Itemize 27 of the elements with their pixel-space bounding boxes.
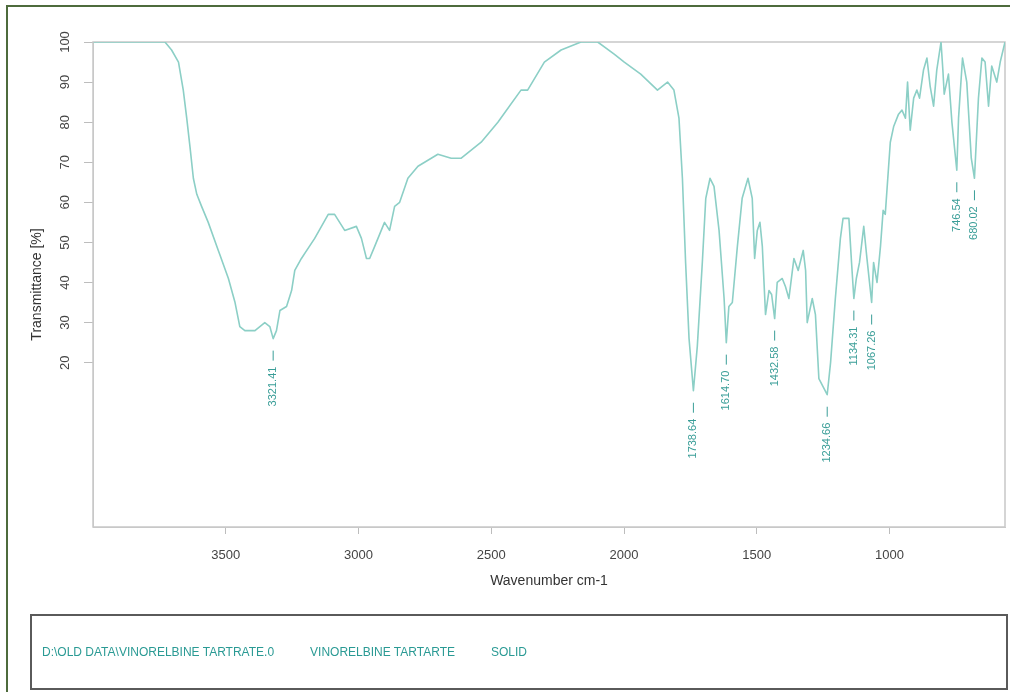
y-tick-label: 100	[56, 31, 72, 53]
x-tick-label: 2000	[609, 547, 639, 563]
y-tick-label: 90	[56, 74, 72, 90]
y-tick-label: 30	[56, 315, 72, 330]
annotation: 680.02	[967, 206, 980, 240]
annotation: 1738.64	[686, 418, 699, 459]
y-tick-label: 70	[56, 155, 72, 170]
x-axis-title: Wavenumber cm-1	[490, 572, 609, 589]
y-tick-label: 60	[56, 195, 72, 210]
annotation: 1432.58	[767, 346, 780, 387]
annotation: 3321.41	[266, 366, 279, 407]
annotation: 1614.70	[719, 370, 732, 411]
y-tick-label: 20	[56, 355, 72, 370]
y-tick-label: 40	[56, 275, 72, 290]
y-tick-label: 80	[56, 114, 72, 130]
annotation: 1067.26	[864, 330, 877, 371]
annotation: 1134.31	[846, 326, 859, 366]
info-box: D:\OLD DATA\VINORELBINE TARTRATE.0 VINORELBINE TARTARTE SOLID	[30, 614, 1008, 690]
x-tick-label: 1000	[875, 547, 904, 563]
annotation: 746.54	[949, 198, 962, 232]
x-tick-label: 3000	[344, 547, 373, 563]
y-axis-title: Transmittance [%]	[28, 228, 45, 341]
x-tick-label: 1500	[742, 547, 772, 563]
x-tick-label: 3500	[211, 547, 241, 563]
annotation: 1234.66	[820, 422, 833, 463]
y-tick-label: 50	[56, 235, 72, 250]
x-tick-label: 2500	[476, 547, 506, 563]
